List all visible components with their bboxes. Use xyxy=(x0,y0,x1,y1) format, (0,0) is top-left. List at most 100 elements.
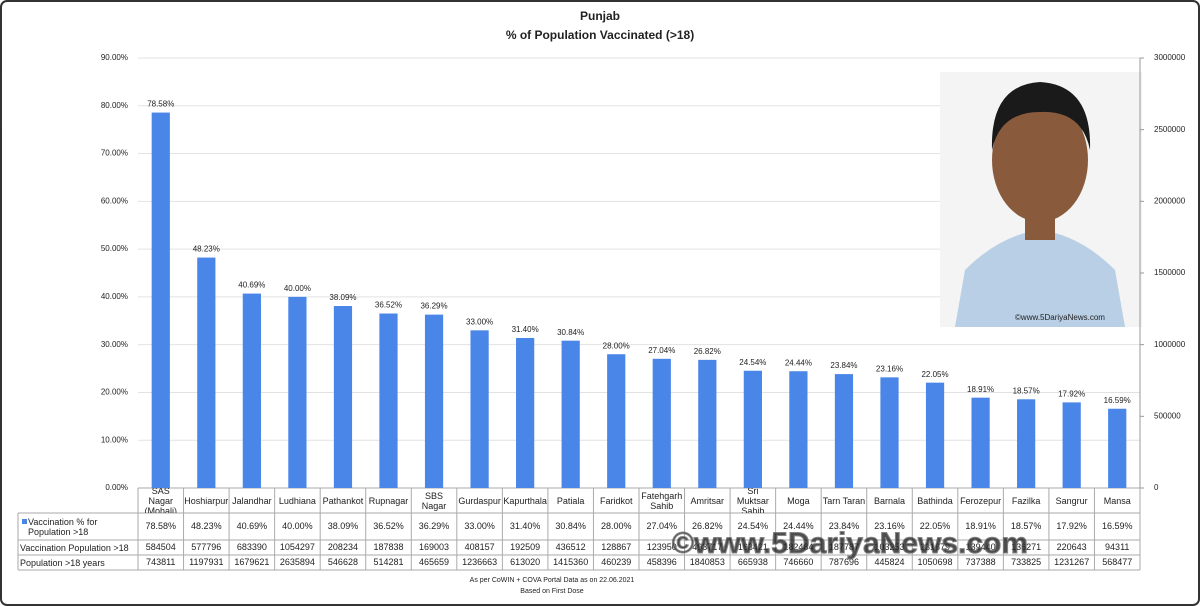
bar xyxy=(789,371,808,488)
category-label-box: SAS Nagar (Mohali) xyxy=(144,488,178,513)
category-label: SBS Nagar xyxy=(421,490,447,511)
bar xyxy=(743,370,762,488)
category-label-box: Ludhiana xyxy=(279,496,316,506)
table-cell: 48.23% xyxy=(191,521,222,531)
table-cell: 187787 xyxy=(829,542,859,552)
data-label: 28.00% xyxy=(603,341,630,350)
bar xyxy=(925,382,945,488)
y-tick-label: 0.00% xyxy=(105,483,128,492)
table-cell: 28.00% xyxy=(601,521,632,531)
y-tick-label: 50.00% xyxy=(101,244,128,253)
table-cell: 31.40% xyxy=(510,521,541,531)
data-label: 18.57% xyxy=(1013,386,1040,395)
table-cell: 683390 xyxy=(237,542,267,552)
category-label-box: Tarn Taran xyxy=(822,495,866,506)
category-label: Fazilka xyxy=(1011,495,1041,506)
table-cell: 584504 xyxy=(146,542,176,552)
legend-swatch xyxy=(22,519,27,524)
category-label: Moga xyxy=(787,495,810,506)
category-label-box: Bathinda xyxy=(917,496,953,506)
table-cell: 22.05% xyxy=(920,521,951,531)
y-tick-label: 30.00% xyxy=(101,340,128,349)
y-tick-label: 20.00% xyxy=(101,388,128,397)
table-cell: 23.84% xyxy=(829,521,860,531)
table-cell: 182484 xyxy=(783,542,813,552)
table-cell: 169003 xyxy=(419,542,449,552)
table-cell: 1197931 xyxy=(189,557,223,567)
table-cell: 445824 xyxy=(874,557,904,567)
table-cell: 458396 xyxy=(647,557,677,567)
table-cell: 746660 xyxy=(783,557,813,567)
data-label: 16.59% xyxy=(1104,396,1131,405)
data-label: 24.54% xyxy=(739,358,766,367)
table-cell: 136271 xyxy=(1011,542,1041,552)
table-cell: 1050698 xyxy=(918,557,953,567)
table-cell: 123950 xyxy=(647,542,677,552)
row-header-box: Vaccination Population >18 xyxy=(20,542,129,553)
table-cell: 187838 xyxy=(373,542,403,552)
table-cell: 733825 xyxy=(1011,557,1041,567)
table-cell: 18.57% xyxy=(1011,521,1042,531)
table-cell: 24.44% xyxy=(783,521,814,531)
category-label-box: Rupnagar xyxy=(368,495,409,506)
table-cell: 128867 xyxy=(601,542,631,552)
category-label-box: Fatehgarh Sahib xyxy=(641,491,682,511)
table-cell: 408157 xyxy=(465,542,495,552)
table-cell: 38.09% xyxy=(328,521,359,531)
y2-tick-label: 2500000 xyxy=(1154,125,1186,134)
category-label: Rupnagar xyxy=(368,495,409,506)
category-label-box: Ferozepur xyxy=(960,496,1001,506)
category-label: SAS Nagar (Mohali) xyxy=(144,488,178,513)
table-cell: 163421 xyxy=(738,542,768,552)
data-label: 26.82% xyxy=(694,347,721,356)
table-cell: 17.92% xyxy=(1056,521,1087,531)
table-cell: 493717 xyxy=(692,542,722,552)
table-cell: 30.84% xyxy=(555,521,586,531)
category-label: Patiala xyxy=(556,495,585,506)
table-cell: 139440 xyxy=(966,542,996,552)
bar xyxy=(607,354,626,488)
footnote: As per CoWIN + COVA Portal Data as on 22… xyxy=(470,577,635,584)
table-cell: 27.04% xyxy=(647,521,678,531)
category-label: Sangrur xyxy=(1055,495,1088,506)
footnote: Based on First Dose xyxy=(520,588,584,595)
y2-tick-label: 2000000 xyxy=(1154,196,1186,205)
table-cell: 2635894 xyxy=(280,557,315,567)
table-cell: 36.52% xyxy=(373,521,404,531)
bar xyxy=(1062,402,1081,488)
category-label-box: Faridkot xyxy=(600,496,633,506)
table-cell: 665938 xyxy=(738,557,768,567)
bar xyxy=(197,257,216,488)
table-cell: 231679 xyxy=(920,542,950,552)
table-cell: 1840853 xyxy=(690,557,725,567)
table-cell: 24.54% xyxy=(738,521,769,531)
data-label: 38.09% xyxy=(329,293,356,302)
row-header: Vaccination Population >18 xyxy=(20,542,129,553)
data-label: 36.29% xyxy=(420,302,447,311)
bar xyxy=(561,340,580,488)
category-label-box: SBS Nagar xyxy=(421,490,447,511)
category-label: Tarn Taran xyxy=(822,495,866,506)
table-cell: 1679621 xyxy=(234,557,269,567)
y2-tick-label: 1000000 xyxy=(1154,340,1186,349)
row-header-box: Population >18 years xyxy=(20,558,105,568)
row-header: Vaccination % for Population >18 xyxy=(28,516,98,537)
bar xyxy=(834,374,854,488)
table-cell: 613020 xyxy=(510,557,540,567)
table-cell: 1054297 xyxy=(280,542,315,552)
data-label: 40.00% xyxy=(284,284,311,293)
y2-tick-label: 500000 xyxy=(1154,411,1181,420)
photo xyxy=(940,72,1142,327)
y-tick-label: 10.00% xyxy=(101,435,128,444)
category-label-box: Sangrur xyxy=(1055,495,1088,506)
table-cell: 40.00% xyxy=(282,521,313,531)
y-tick-label: 60.00% xyxy=(101,196,128,205)
table-cell: 36.29% xyxy=(419,521,450,531)
category-label: Jalandhar xyxy=(232,495,272,506)
bar xyxy=(1017,399,1036,488)
data-label: 27.04% xyxy=(648,346,675,355)
table-cell: 23.16% xyxy=(874,521,905,531)
table-cell: 460239 xyxy=(601,557,631,567)
category-label: Amritsar xyxy=(690,495,725,506)
